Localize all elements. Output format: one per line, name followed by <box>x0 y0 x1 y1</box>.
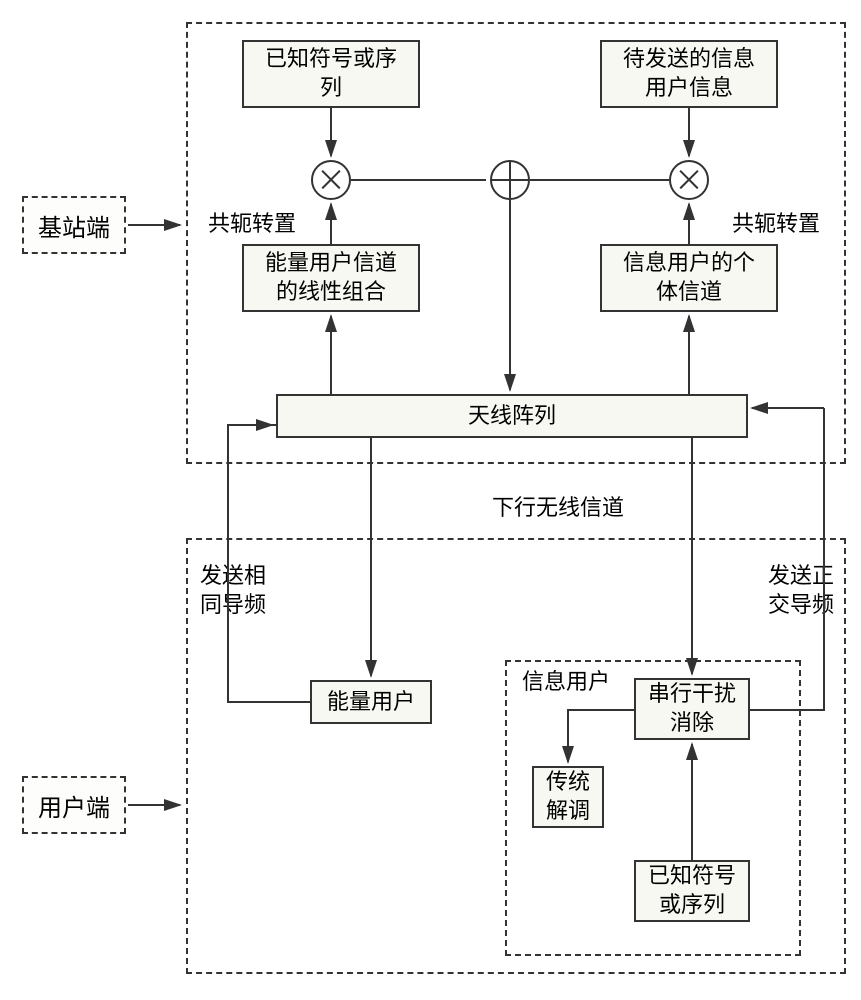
traditional-demod-box: 传统 解调 <box>532 766 604 828</box>
base-station-label: 基站端 <box>22 196 126 254</box>
base-station-text: 基站端 <box>38 208 110 243</box>
user-end-text: 用户端 <box>38 788 110 823</box>
multiply-right-icon <box>669 160 709 200</box>
orth-pilot-label: 发送正 交导频 <box>760 562 842 619</box>
conj-transpose-right-label: 共轭转置 <box>726 210 826 239</box>
antenna-array-box: 天线阵列 <box>276 394 748 438</box>
info-user-label: 信息用户 <box>516 668 616 697</box>
energy-channel-box: 能量用户信道 的线性组合 <box>242 244 420 312</box>
known-symbol2-text: 已知符号 或序列 <box>648 862 736 919</box>
multiply-left-icon <box>311 160 351 200</box>
user-end-label: 用户端 <box>22 776 126 834</box>
traditional-demod-text: 传统 解调 <box>546 768 590 825</box>
known-symbol2-box: 已知符号 或序列 <box>634 860 750 922</box>
info-channel-box: 信息用户的个 体信道 <box>600 244 778 312</box>
downlink-label: 下行无线信道 <box>478 494 638 523</box>
known-symbol-text: 已知符号或序 列 <box>265 45 397 102</box>
known-symbol-box: 已知符号或序 列 <box>242 40 420 108</box>
info-channel-text: 信息用户的个 体信道 <box>623 249 755 306</box>
adder-icon <box>490 160 530 200</box>
info-to-send-text: 待发送的信息 用户信息 <box>623 45 755 102</box>
energy-user-text: 能量用户 <box>327 688 415 717</box>
serial-interference-text: 串行干扰 消除 <box>648 680 736 737</box>
info-to-send-box: 待发送的信息 用户信息 <box>600 40 778 108</box>
conj-transpose-left-label: 共轭转置 <box>202 210 302 239</box>
same-pilot-label: 发送相 同导频 <box>192 562 274 619</box>
serial-interference-box: 串行干扰 消除 <box>634 678 750 740</box>
energy-channel-text: 能量用户信道 的线性组合 <box>265 249 397 306</box>
energy-user-box: 能量用户 <box>310 680 432 724</box>
antenna-array-text: 天线阵列 <box>468 402 556 431</box>
